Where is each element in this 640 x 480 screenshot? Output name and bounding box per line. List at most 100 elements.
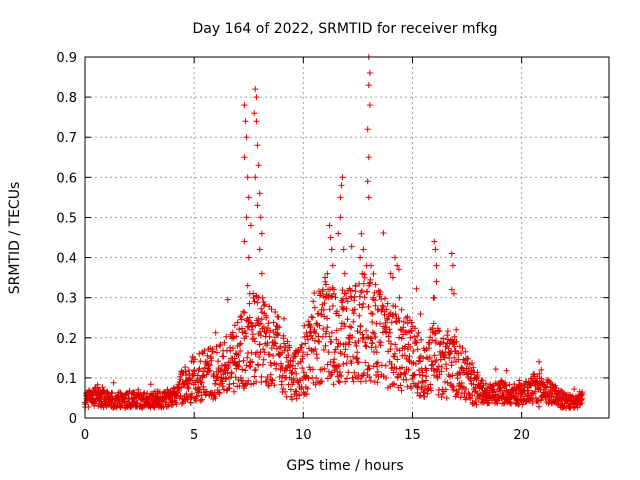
- data-point: [396, 294, 403, 301]
- data-point: [304, 333, 311, 340]
- data-point: [396, 318, 403, 324]
- data-point: [287, 386, 294, 393]
- axis-ticks: 0 0.1 0.2 0.3 0.4 0.5 0.6 0.7 0.8 0.9 0 5 10 15 20: [56, 51, 609, 443]
- data-point: [327, 234, 334, 241]
- data-point: [442, 349, 449, 355]
- data-point: [377, 339, 384, 346]
- data-point: [246, 324, 252, 330]
- data-point: [298, 341, 305, 348]
- data-point: [268, 362, 274, 369]
- data-point: [273, 361, 280, 368]
- data-point: [406, 353, 413, 360]
- data-point: [276, 374, 283, 380]
- data-point: [436, 328, 443, 335]
- data-point: [245, 254, 252, 261]
- data-point: [230, 380, 237, 387]
- data-point: [375, 373, 382, 380]
- data-point: [272, 340, 279, 347]
- data-point: [514, 396, 520, 403]
- data-point: [240, 377, 246, 384]
- data-point: [203, 388, 210, 395]
- y-tick-label: 0.9: [56, 51, 77, 66]
- data-point: [344, 316, 351, 323]
- data-point: [344, 298, 351, 305]
- data-point: [440, 339, 447, 346]
- data-point: [357, 254, 364, 261]
- data-point: [224, 296, 231, 303]
- data-point: [429, 337, 436, 344]
- data-point: [241, 102, 248, 109]
- data-point: [392, 341, 399, 348]
- data-point: [212, 395, 219, 402]
- data-point: [286, 344, 293, 351]
- data-point: [327, 373, 334, 379]
- data-point: [342, 346, 349, 353]
- data-point: [259, 361, 266, 368]
- data-point: [345, 369, 352, 376]
- data-point: [387, 346, 394, 353]
- data-point: [285, 352, 292, 359]
- data-point: [208, 357, 215, 364]
- data-point: [380, 230, 387, 236]
- data-point: [251, 110, 258, 117]
- data-point: [433, 262, 440, 269]
- data-point: [348, 294, 355, 301]
- data-point: [341, 270, 348, 277]
- data-point: [536, 403, 542, 410]
- data-point: [422, 383, 429, 390]
- data-point: [444, 328, 451, 335]
- data-point: [212, 380, 219, 387]
- data-point: [252, 338, 258, 345]
- data-point: [377, 289, 384, 295]
- data-point: [349, 374, 356, 381]
- data-point: [338, 373, 345, 379]
- data-point: [403, 376, 410, 383]
- data-point: [109, 390, 116, 397]
- data-point: [414, 333, 421, 340]
- data-point: [289, 369, 296, 376]
- data-point: [265, 320, 272, 327]
- data-point: [240, 357, 247, 364]
- data-point: [254, 299, 261, 306]
- data-point: [241, 309, 248, 316]
- data-point: [443, 395, 450, 401]
- data-point: [326, 306, 333, 313]
- data-point: [431, 238, 438, 245]
- data-point: [205, 362, 212, 369]
- data-point: [365, 194, 372, 201]
- data-point: [458, 350, 464, 357]
- data-point: [309, 366, 316, 373]
- data-point: [386, 326, 393, 333]
- data-point: [280, 315, 287, 322]
- data-point: [284, 338, 291, 345]
- data-point: [260, 324, 267, 330]
- data-point: [256, 246, 263, 253]
- data-point: [410, 348, 417, 354]
- data-point: [366, 102, 373, 109]
- data-point: [357, 322, 364, 329]
- data-point: [335, 378, 342, 384]
- data-point: [467, 377, 474, 384]
- data-point: [492, 366, 499, 373]
- data-point: [444, 332, 451, 339]
- data-point: [336, 369, 343, 376]
- data-point: [220, 353, 227, 360]
- data-point: [263, 314, 270, 321]
- data-point: [339, 306, 346, 313]
- data-point: [387, 270, 394, 277]
- data-point: [369, 311, 376, 317]
- data-point: [257, 320, 264, 327]
- y-tick-label: 0.5: [56, 211, 77, 226]
- data-point: [323, 281, 329, 288]
- data-point: [251, 335, 257, 342]
- data-point: [324, 315, 331, 322]
- data-point: [529, 400, 536, 406]
- data-point: [322, 278, 329, 285]
- data-point: [267, 371, 274, 378]
- data-point: [213, 343, 220, 350]
- data-point: [275, 314, 282, 320]
- data-point: [366, 70, 373, 76]
- data-point: [374, 306, 381, 313]
- data-point: [256, 341, 263, 348]
